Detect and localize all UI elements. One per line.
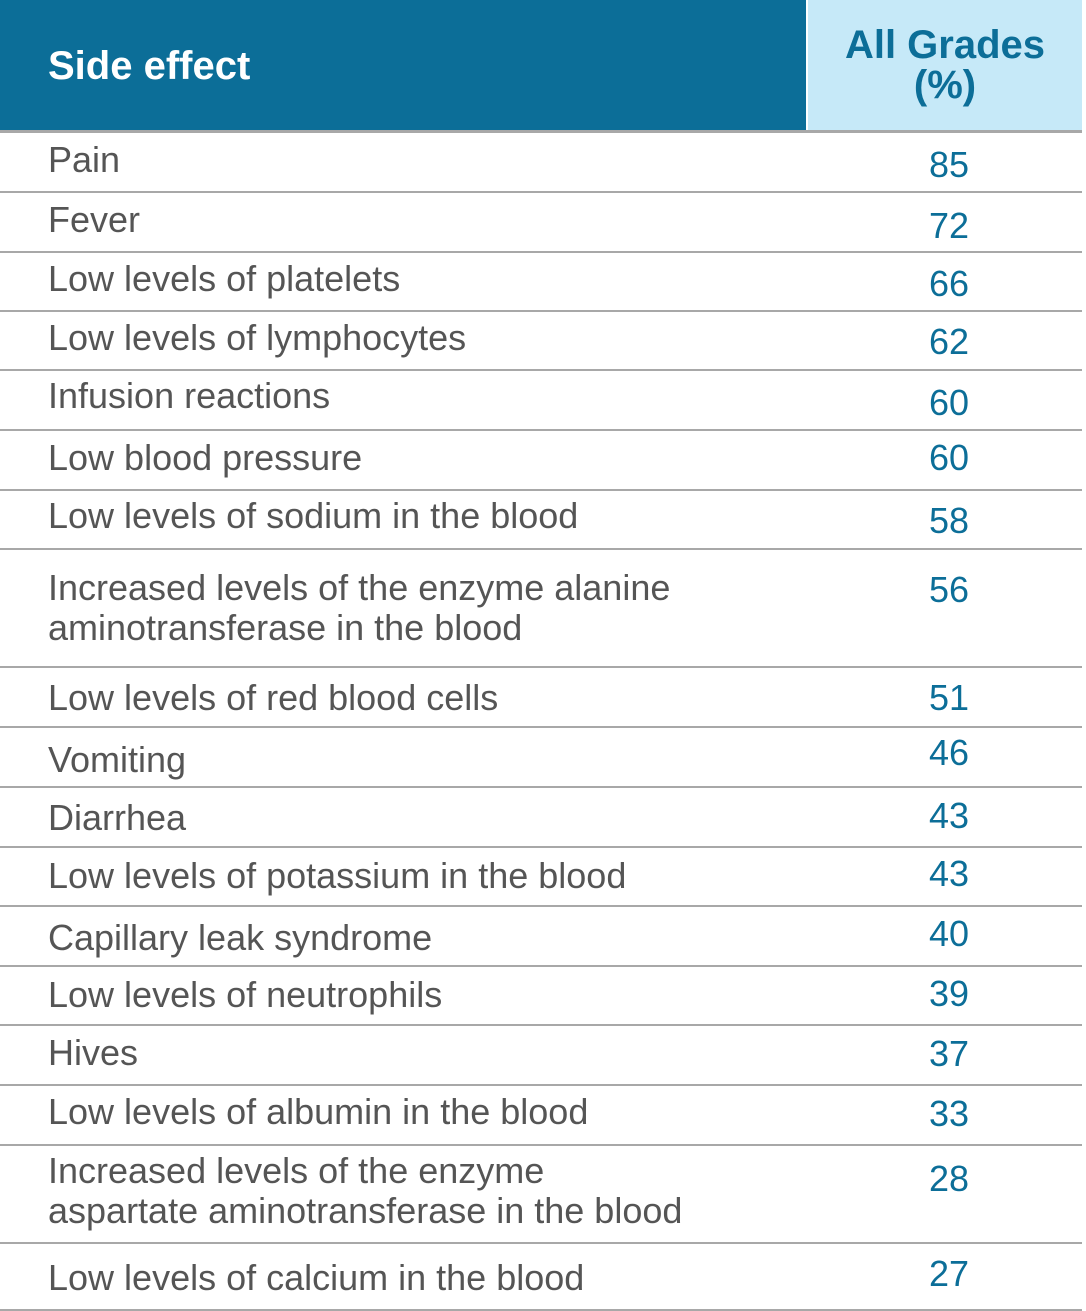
table-row: Increased levels of the enzyme aspartate… (0, 1146, 1082, 1244)
side-effect-label: Hives (48, 1032, 139, 1073)
side-effect-label: Increased levels of the enzyme alanine a… (48, 567, 671, 648)
table-row: Capillary leak syndrome 40 (0, 907, 1082, 967)
side-effect-label: Vomiting (48, 739, 187, 780)
all-grades-value: 43 (928, 853, 970, 894)
table-row: Low levels of red blood cells 51 (0, 668, 1082, 728)
side-effect-label: Capillary leak syndrome (48, 917, 433, 958)
side-effect-label: Low levels of sodium in the blood (48, 495, 579, 536)
table-row: Low levels of neutrophils 39 (0, 967, 1082, 1026)
table-row: Diarrhea 43 (0, 788, 1082, 848)
side-effect-label: Diarrhea (48, 797, 187, 838)
all-grades-value: 58 (928, 500, 970, 541)
table-row: Low levels of albumin in the blood 33 (0, 1086, 1082, 1146)
all-grades-value: 60 (928, 382, 970, 423)
all-grades-value: 46 (928, 732, 970, 773)
table-row: Fever 72 (0, 193, 1082, 253)
all-grades-value: 28 (928, 1158, 970, 1199)
all-grades-value: 51 (928, 677, 970, 718)
side-effect-label: Low blood pressure (48, 437, 363, 478)
table-row: Low blood pressure 60 (0, 431, 1082, 491)
all-grades-value: 27 (928, 1253, 970, 1294)
side-effect-label: Low levels of neutrophils (48, 974, 443, 1015)
all-grades-value: 40 (928, 913, 970, 954)
all-grades-value: 56 (928, 569, 970, 610)
side-effect-label: Low levels of lymphocytes (48, 317, 467, 358)
side-effect-label: Low levels of potassium in the blood (48, 855, 627, 896)
header-all-grades-cell: All Grades (%) (808, 0, 1082, 130)
side-effect-label: Low levels of red blood cells (48, 677, 499, 718)
side-effect-label: Increased levels of the enzyme aspartate… (48, 1150, 683, 1231)
header-all-grades-label: All Grades (%) (844, 23, 1046, 107)
header-side-effect-cell: Side effect (0, 0, 806, 130)
side-effect-label: Low levels of calcium in the blood (48, 1257, 585, 1298)
table-row: Low levels of sodium in the blood 58 (0, 491, 1082, 550)
side-effect-label: Infusion reactions (48, 375, 331, 416)
side-effect-label: Low levels of platelets (48, 258, 401, 299)
table-row: Low levels of lymphocytes 62 (0, 312, 1082, 371)
side-effect-label: Low levels of albumin in the blood (48, 1091, 589, 1132)
table-row: Increased levels of the enzyme alanine a… (0, 550, 1082, 668)
table-row: Low levels of potassium in the blood 43 (0, 848, 1082, 907)
all-grades-value: 66 (928, 263, 970, 304)
all-grades-value: 39 (928, 973, 970, 1014)
table-row: Pain 85 (0, 133, 1082, 193)
all-grades-value: 43 (928, 795, 970, 836)
side-effect-label: Pain (48, 139, 121, 180)
table-row: Vomiting 46 (0, 728, 1082, 788)
side-effect-label: Fever (48, 199, 141, 240)
all-grades-value: 60 (928, 437, 970, 478)
table-row: Low levels of platelets 66 (0, 253, 1082, 312)
table-row: Low levels of calcium in the blood 27 (0, 1244, 1082, 1311)
all-grades-value: 37 (928, 1033, 970, 1074)
table-row: Infusion reactions 60 (0, 371, 1082, 431)
all-grades-value: 85 (928, 144, 970, 185)
table-header: Side effect All Grades (%) (0, 0, 1082, 133)
table-row: Hives 37 (0, 1026, 1082, 1086)
all-grades-value: 62 (928, 321, 970, 362)
all-grades-value: 33 (928, 1093, 970, 1134)
all-grades-value: 72 (928, 205, 970, 246)
header-side-effect-label: Side effect (48, 44, 251, 88)
